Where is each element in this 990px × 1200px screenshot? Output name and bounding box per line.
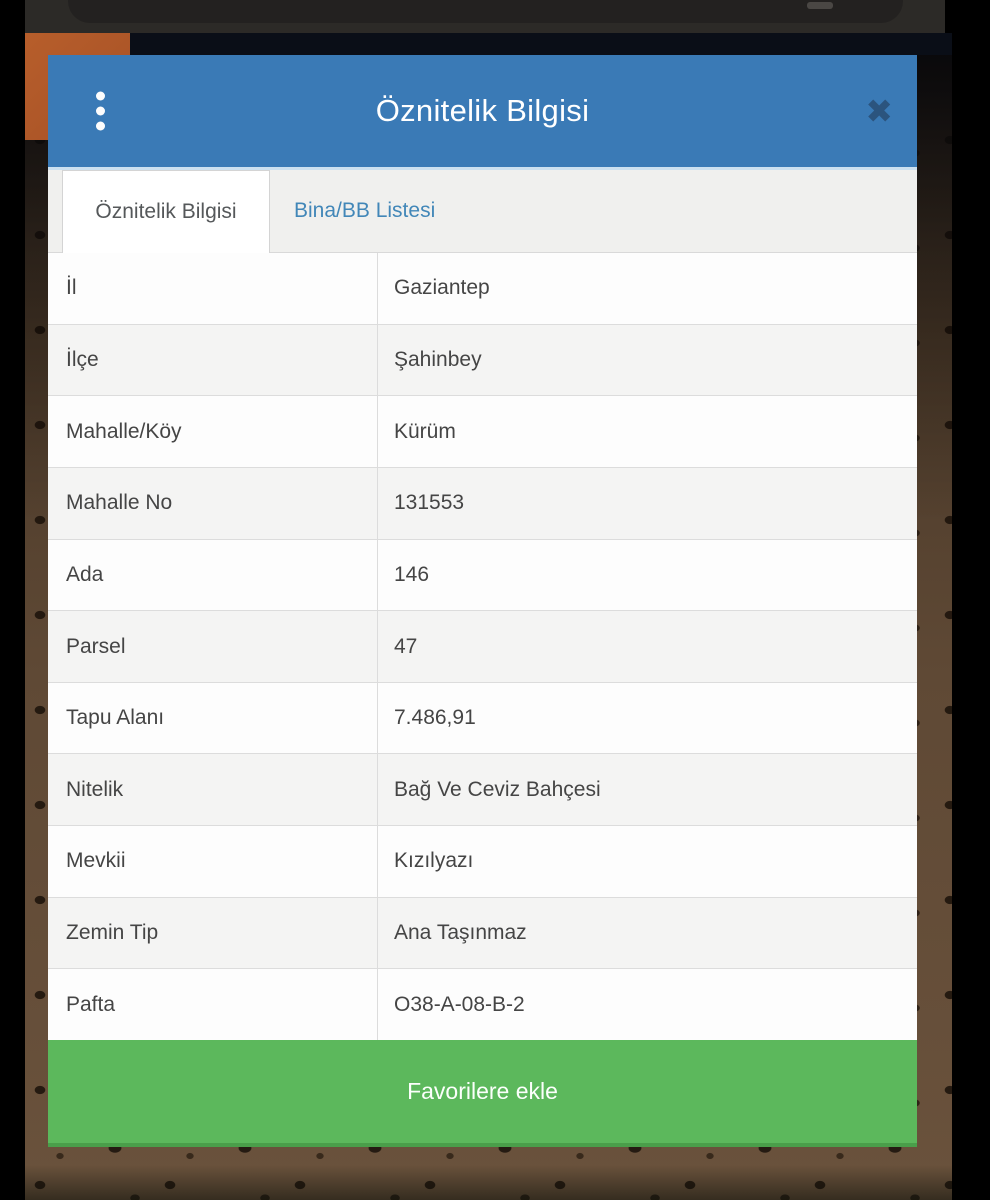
kebab-dot	[96, 121, 105, 131]
device-top-bar	[25, 0, 945, 33]
kebab-menu-icon[interactable]	[90, 86, 111, 137]
table-row: Mevkii Kızılyazı	[48, 825, 917, 897]
top-bar-panel	[68, 0, 903, 23]
row-value: 146	[394, 562, 430, 586]
top-bar-glyph	[807, 2, 833, 9]
table-row: Mahalle/Köy Kürüm	[48, 395, 917, 467]
row-value: Şahinbey	[394, 347, 482, 371]
table-row: Mahalle No 131553	[48, 466, 917, 539]
row-label: Zemin Tip	[48, 897, 378, 969]
row-label: Mahalle/Köy	[48, 396, 378, 467]
map-dark-strip	[25, 33, 952, 55]
dialog-header: Öznitelik Bilgisi ✖	[48, 55, 917, 170]
dialog-title: Öznitelik Bilgisi	[375, 93, 590, 128]
attribute-table: İl Gaziantep İlçe Şahinbey Mahalle/Köy K…	[48, 253, 917, 1041]
tab-bar: Öznitelik Bilgisi Bina/BB Listesi	[48, 170, 917, 253]
row-label: Mahalle No	[48, 467, 378, 539]
row-value: Ana Taşınmaz	[394, 921, 527, 945]
row-value: 47	[394, 634, 418, 658]
row-label: Tapu Alanı	[48, 682, 378, 754]
row-value: O38-A-08-B-2	[394, 992, 525, 1016]
table-row: Tapu Alanı 7.486,91	[48, 681, 917, 754]
tab-oznitelik-bilgisi[interactable]: Öznitelik Bilgisi	[62, 170, 270, 253]
row-value: 7.486,91	[394, 706, 476, 730]
attribute-info-dialog: Öznitelik Bilgisi ✖ Öznitelik Bilgisi Bi…	[48, 55, 917, 1147]
add-to-favorites-button[interactable]: Favorilere ekle	[48, 1040, 917, 1147]
kebab-dot	[96, 91, 105, 101]
row-label: Mevkii	[48, 826, 378, 897]
row-label: Pafta	[48, 969, 378, 1041]
row-value: Kızılyazı	[394, 849, 474, 873]
row-label: Parsel	[48, 611, 378, 682]
table-row: Parsel 47	[48, 610, 917, 682]
row-value: Bağ Ve Ceviz Bahçesi	[394, 777, 601, 801]
row-label: Ada	[48, 539, 378, 611]
table-row: İl Gaziantep	[48, 253, 917, 324]
row-value: 131553	[394, 491, 465, 515]
table-row: Nitelik Bağ Ve Ceviz Bahçesi	[48, 753, 917, 826]
close-icon[interactable]: ✖	[865, 91, 893, 131]
kebab-dot	[96, 106, 105, 116]
row-value: Kürüm	[394, 419, 456, 443]
row-value: Gaziantep	[394, 276, 490, 300]
tab-bina-bb-listesi[interactable]: Bina/BB Listesi	[294, 199, 436, 222]
row-label: İlçe	[48, 324, 378, 396]
row-label: İl	[48, 253, 378, 324]
table-row: Ada 146	[48, 538, 917, 611]
row-label: Nitelik	[48, 754, 378, 826]
table-row: İlçe Şahinbey	[48, 323, 917, 396]
table-row: Zemin Tip Ana Taşınmaz	[48, 896, 917, 969]
table-row: Pafta O38-A-08-B-2	[48, 968, 917, 1041]
